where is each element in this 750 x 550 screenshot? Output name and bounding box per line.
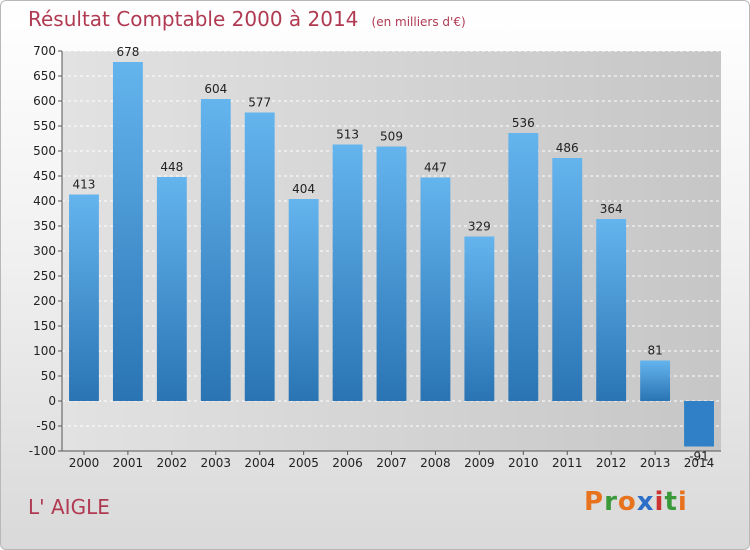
logo-letter: x (636, 487, 655, 517)
bar (464, 236, 495, 401)
bar-value-label: 404 (292, 182, 315, 196)
x-tick-label: 2009 (464, 456, 495, 470)
bar (288, 199, 319, 401)
place-name: L' AIGLE (28, 495, 110, 519)
bar-value-label: 536 (512, 116, 535, 130)
y-tick-label: 150 (33, 319, 56, 333)
bar (684, 401, 714, 447)
y-tick-label: 50 (41, 369, 56, 383)
x-tick-label: 2001 (113, 456, 144, 470)
x-tick-label: 2002 (157, 456, 188, 470)
y-tick-label: -100 (29, 444, 56, 458)
y-tick-label: 350 (33, 219, 56, 233)
y-tick-label: 250 (33, 269, 56, 283)
bar (332, 144, 363, 401)
bar-value-label: 678 (116, 45, 139, 59)
bar-value-label: 364 (600, 202, 623, 216)
logo-letter: i (654, 487, 665, 517)
y-tick-label: 700 (33, 44, 56, 58)
bar-value-label: -91 (689, 450, 709, 464)
x-tick-label: 2011 (552, 456, 583, 470)
bar (508, 133, 539, 401)
proxiti-logo: Proxiti (584, 487, 688, 517)
chart-title-unit: (en milliers d'€) (371, 15, 466, 29)
logo-letter: i (677, 487, 688, 517)
x-tick-label: 2014 (684, 456, 715, 470)
chart-title-main: Résultat Comptable 2000 à 2014 (28, 7, 359, 31)
bar (112, 62, 143, 401)
x-tick-label: 2008 (420, 456, 451, 470)
bar-value-label: 447 (424, 161, 447, 175)
bar (640, 360, 671, 401)
x-tick-label: 2000 (69, 456, 100, 470)
bar-value-label: 513 (336, 128, 359, 142)
bar (596, 219, 627, 401)
x-tick-label: 2010 (508, 456, 539, 470)
bar (376, 146, 407, 401)
bar (244, 112, 275, 401)
x-tick-label: 2007 (376, 456, 407, 470)
bar-value-label: 486 (556, 141, 579, 155)
y-tick-label: 500 (33, 144, 56, 158)
bar (200, 99, 231, 401)
x-tick-label: 2003 (200, 456, 231, 470)
y-tick-label: 400 (33, 194, 56, 208)
bar (156, 177, 187, 401)
bar-value-label: 413 (73, 178, 96, 192)
bar-value-label: 448 (160, 160, 183, 174)
bar (420, 177, 451, 401)
logo-letter: r (604, 487, 618, 517)
logo-letter: o (617, 487, 637, 517)
bar-value-label: 81 (647, 344, 662, 358)
logo-letter: t (664, 487, 678, 517)
y-tick-label: 450 (33, 169, 56, 183)
bar (69, 194, 99, 401)
x-tick-label: 2013 (640, 456, 671, 470)
bar-value-label: 604 (204, 82, 227, 96)
logo-letter: P (584, 487, 605, 517)
chart-title: Résultat Comptable 2000 à 2014 (en milli… (28, 7, 466, 31)
y-tick-label: 550 (33, 119, 56, 133)
y-tick-label: 300 (33, 244, 56, 258)
x-tick-label: 2005 (288, 456, 319, 470)
x-tick-label: 2012 (596, 456, 627, 470)
y-tick-label: 0 (48, 394, 56, 408)
y-tick-label: -50 (36, 419, 56, 433)
y-tick-label: 100 (33, 344, 56, 358)
x-tick-label: 2006 (332, 456, 363, 470)
y-tick-label: 650 (33, 69, 56, 83)
bar-value-label: 577 (248, 96, 271, 110)
bar-value-label: 329 (468, 220, 491, 234)
bar-value-label: 509 (380, 130, 403, 144)
bar (552, 158, 583, 401)
y-tick-label: 600 (33, 94, 56, 108)
x-tick-label: 2004 (244, 456, 275, 470)
y-tick-label: 200 (33, 294, 56, 308)
